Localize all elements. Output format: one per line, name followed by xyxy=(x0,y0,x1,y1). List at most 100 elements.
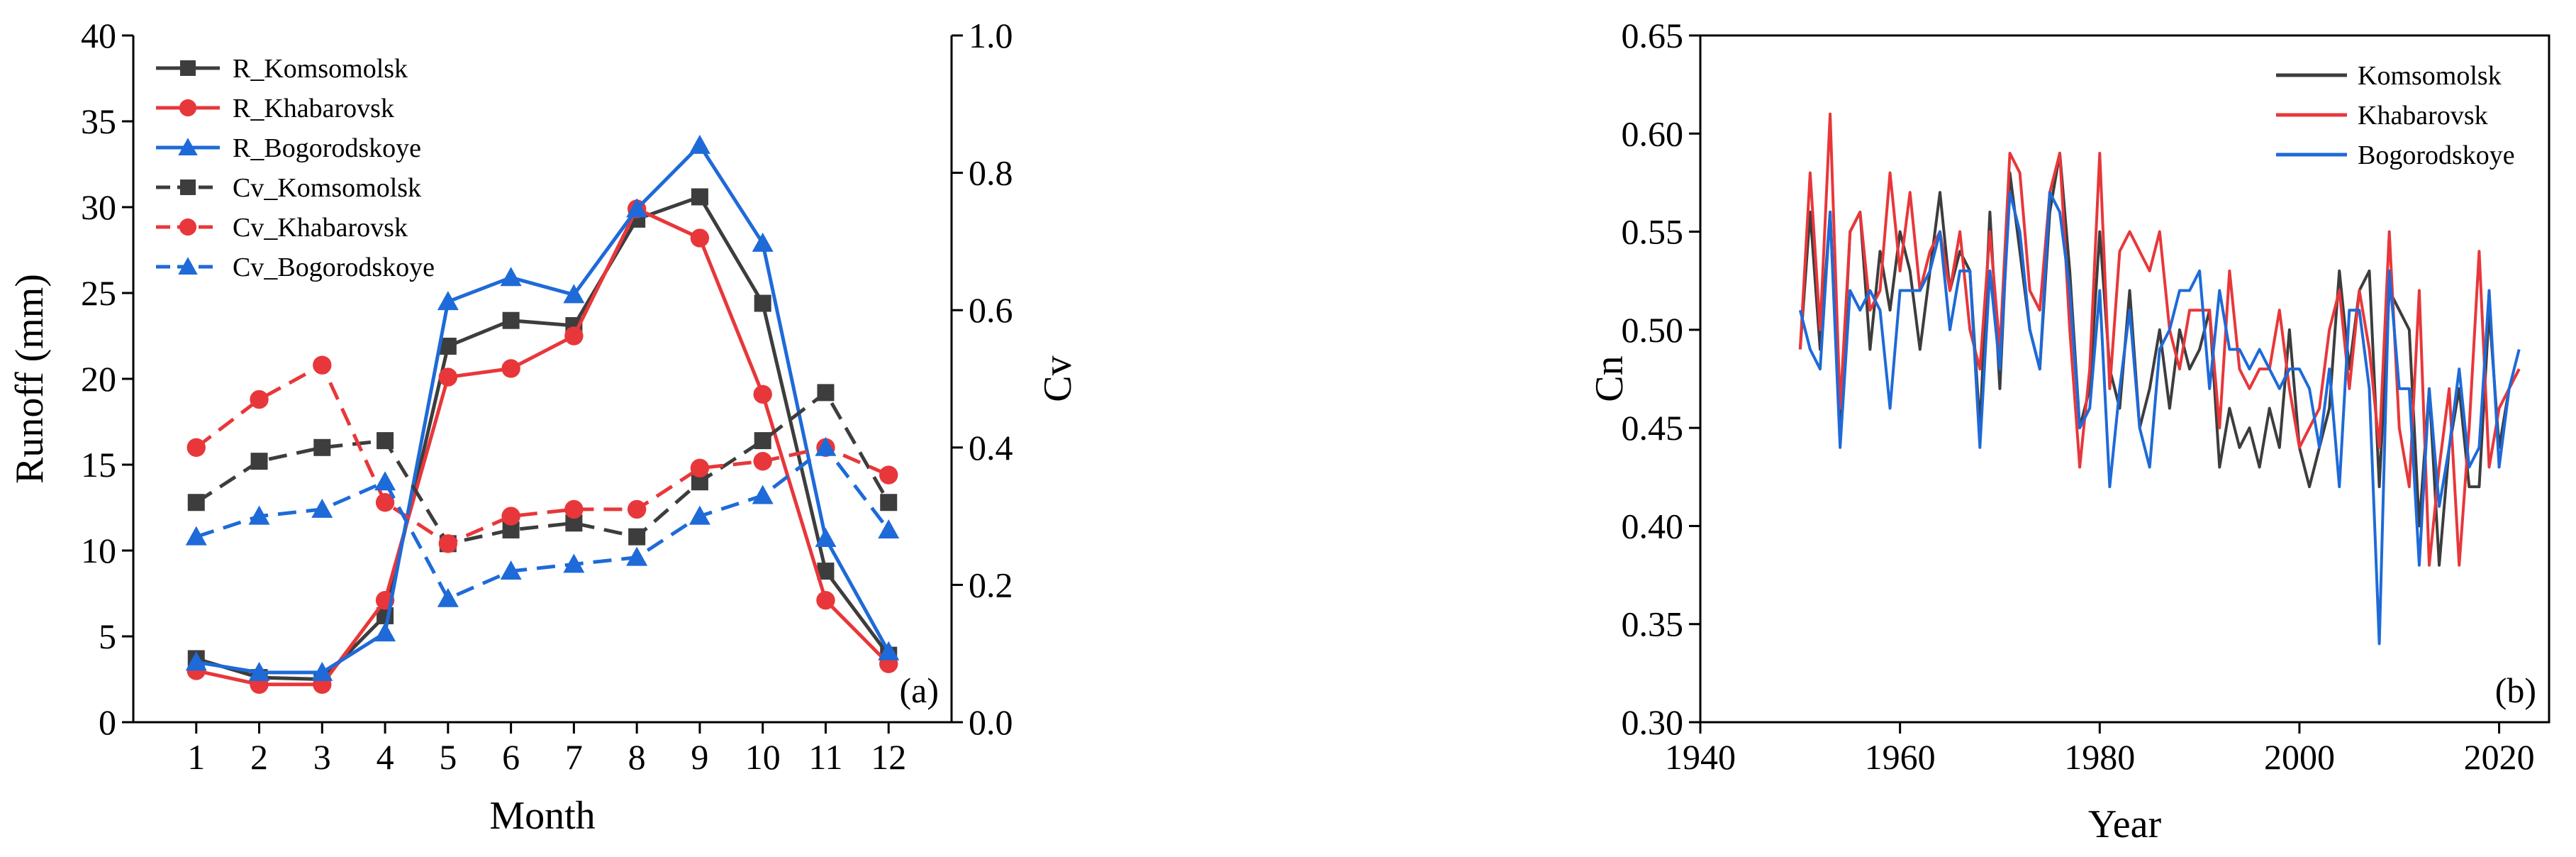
data-point xyxy=(500,267,522,287)
data-point xyxy=(816,590,835,610)
x-tick-label: 12 xyxy=(871,737,906,777)
data-point xyxy=(248,505,270,525)
data-point xyxy=(878,519,900,538)
data-point xyxy=(375,493,395,512)
data-point xyxy=(563,553,585,573)
x-tick-label: 4 xyxy=(377,737,394,777)
legend: R_Komsomolsk R_Khabarovsk R_Bogorodskoye Cv… xyxy=(156,54,435,282)
x-axis-title: Year xyxy=(2088,802,2162,846)
data-point xyxy=(563,284,585,304)
y-tick-label: 30 xyxy=(81,187,116,227)
legend-swatch-marker xyxy=(180,179,196,195)
data-point xyxy=(688,505,710,525)
data-point xyxy=(815,528,837,548)
y-tick-label: 0 xyxy=(99,702,116,742)
y2-tick-label: 0.4 xyxy=(969,428,1013,468)
legend-label: Bogorodskoye xyxy=(2358,140,2515,170)
y2-tick-label: 1.0 xyxy=(969,16,1013,55)
data-point xyxy=(815,436,837,456)
data-point xyxy=(185,651,207,671)
data-point xyxy=(186,438,206,457)
y-tick-label: 0.50 xyxy=(1622,310,1684,350)
data-point xyxy=(690,228,710,248)
x-tick-label: 1960 xyxy=(1865,737,1936,777)
data-point xyxy=(753,385,772,404)
data-point xyxy=(187,494,205,512)
data-point xyxy=(437,587,459,607)
series-line-cv-komsomolsk xyxy=(195,390,891,546)
y-tick-label: 15 xyxy=(81,445,116,485)
x-axis-title: Month xyxy=(489,794,595,838)
y-tick-label: 20 xyxy=(81,359,116,399)
legend-label: Cv_Bogorodskoye xyxy=(233,253,435,282)
legend-label: Komsomolsk xyxy=(2358,61,2502,91)
series-line-r-bogorodskoye xyxy=(196,143,891,675)
data-point xyxy=(501,359,520,378)
x-tick-label: 9 xyxy=(691,737,708,777)
y-axis-title: Cn xyxy=(1588,355,1632,402)
data-point xyxy=(754,432,771,450)
x-tick-label: 11 xyxy=(808,737,842,777)
data-point xyxy=(564,499,584,519)
data-point xyxy=(690,458,710,478)
y-tick-label: 0.60 xyxy=(1622,114,1684,153)
data-point xyxy=(250,389,269,409)
data-point xyxy=(438,534,458,553)
data-point xyxy=(880,494,898,512)
y-tick-label: 0.40 xyxy=(1622,506,1684,546)
y-tick-label: 0.45 xyxy=(1622,408,1684,448)
chart-panel-a: 1 2 3 4 5 6 7 8 9 10 11 1205101520253035400.00.20.4… xyxy=(8,16,1080,838)
data-point xyxy=(313,438,331,456)
data-point xyxy=(688,134,710,154)
legend-label: Cv_Khabarovsk xyxy=(233,213,408,243)
y-tick-label: 10 xyxy=(81,531,116,570)
y-tick-label: 0.35 xyxy=(1622,604,1684,644)
data-point xyxy=(501,507,520,526)
data-point xyxy=(752,232,774,252)
y-axis-title: Runoff (mm) xyxy=(8,274,52,484)
series-cv-khabarovsk xyxy=(186,355,898,553)
legend-label: R_Bogorodskoye xyxy=(233,133,421,163)
data-point xyxy=(754,294,771,312)
y2-tick-label: 0.6 xyxy=(969,290,1013,330)
data-point xyxy=(313,355,332,375)
x-tick-label: 7 xyxy=(565,737,583,777)
chart-panel-b: 1940 1960 1980 2000 2020 0.30 0.35 0.40 0.45 0.50… xyxy=(1588,16,2550,846)
data-point xyxy=(752,485,774,504)
x-tick-label: 2000 xyxy=(2264,737,2335,777)
series-cv-komsomolsk xyxy=(187,384,898,553)
series-line-cv-khabarovsk xyxy=(195,363,890,546)
y2-axis-title: Cv xyxy=(1036,355,1080,402)
panel-label: (b) xyxy=(2495,670,2536,710)
series-cv-bogorodskoye xyxy=(185,436,900,607)
data-point xyxy=(626,198,648,218)
data-point xyxy=(185,526,207,546)
panel-label: (a) xyxy=(900,670,939,710)
data-point xyxy=(502,311,520,329)
data-point xyxy=(374,622,396,642)
x-tick-label: 2 xyxy=(250,737,268,777)
x-tick-label: 2020 xyxy=(2464,737,2535,777)
y2-tick-label: 0.2 xyxy=(969,565,1013,604)
x-tick-label: 10 xyxy=(745,737,781,777)
y-tick-label: 0.30 xyxy=(1622,702,1684,742)
data-point xyxy=(437,291,459,311)
data-point xyxy=(878,641,900,660)
legend-swatch-marker xyxy=(180,60,196,76)
series-line-bogorodskoye xyxy=(1798,191,2521,646)
data-point xyxy=(627,499,647,519)
y2-tick-label: 0.8 xyxy=(969,153,1013,193)
y2-tick-label: 0.0 xyxy=(969,702,1013,742)
series-line-cv-bogorodskoye xyxy=(195,446,891,601)
legend-label: R_Khabarovsk xyxy=(233,94,394,123)
series-line-komsomolsk xyxy=(1798,151,2521,567)
x-tick-label: 6 xyxy=(502,737,520,777)
data-point xyxy=(374,471,396,491)
data-point xyxy=(248,661,270,681)
data-point xyxy=(564,326,584,345)
data-point xyxy=(753,451,772,471)
legend-swatch-marker xyxy=(179,218,197,236)
data-point xyxy=(500,560,522,580)
y-tick-label: 5 xyxy=(99,617,116,656)
data-point xyxy=(250,453,268,470)
